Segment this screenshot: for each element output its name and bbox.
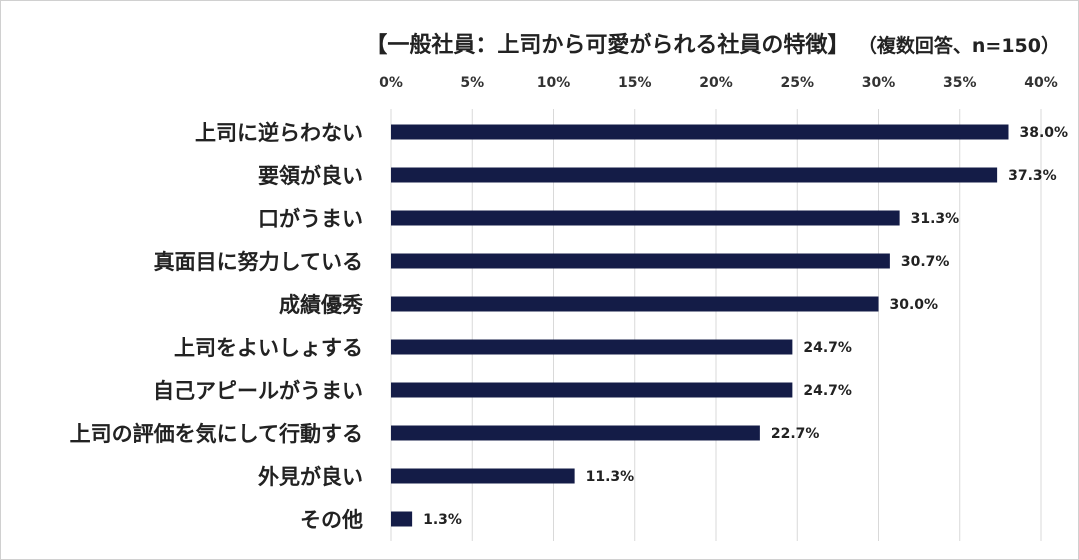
- value-label: 31.3%: [911, 211, 960, 227]
- category-label: 自己アピールがうまい: [153, 379, 363, 403]
- category-label: 上司をよいしょする: [174, 336, 363, 360]
- bar: [391, 210, 900, 226]
- value-label: 11.3%: [586, 469, 635, 485]
- value-labels: 38.0% 37.3% 31.3% 30.7% 30.0% 24.7% 24.7% 22.7%…: [423, 125, 1068, 528]
- bar: [391, 511, 413, 527]
- x-tick-label: 5%: [460, 75, 484, 91]
- bar: [391, 382, 793, 398]
- value-label: 1.3%: [423, 512, 462, 528]
- value-label: 30.0%: [890, 297, 939, 313]
- category-label: その他: [300, 508, 363, 532]
- value-label: 22.7%: [771, 426, 820, 442]
- value-label: 24.7%: [803, 340, 852, 356]
- x-tick-label: 40%: [1024, 75, 1058, 91]
- x-tick-label: 25%: [780, 75, 814, 91]
- x-tick-label: 15%: [618, 75, 652, 91]
- x-tick-label: 0%: [379, 75, 403, 91]
- category-label: 外見が良い: [258, 465, 363, 489]
- bar: [391, 468, 575, 484]
- category-label: 口がうまい: [258, 207, 363, 231]
- value-label: 30.7%: [901, 254, 950, 270]
- category-label: 上司に逆らわない: [195, 121, 363, 145]
- x-tick-label: 30%: [862, 75, 896, 91]
- bars: [391, 124, 1009, 527]
- value-label: 24.7%: [803, 383, 852, 399]
- chart-subtitle: （複数回答、n=150）: [867, 35, 1060, 57]
- category-label: 上司の評価を気にして行動する: [70, 422, 363, 446]
- category-label: 成績優秀: [279, 293, 363, 317]
- x-axis-ticks: 0% 5% 10% 15% 20% 25% 30% 35% 40%: [379, 75, 1058, 91]
- bar: [391, 124, 1009, 140]
- x-tick-label: 35%: [943, 75, 977, 91]
- chart-title-block: 【一般社員：上司から可愛がられる社員の特徴】 （複数回答、n=150）: [1, 27, 1078, 59]
- category-labels: 上司に逆らわない要領が良い口がうまい真面目に努力している成績優秀上司をよいしょす…: [70, 121, 363, 532]
- value-label: 37.3%: [1008, 168, 1057, 184]
- chart-title: 【一般社員：上司から可愛がられる社員の特徴】: [365, 33, 850, 58]
- x-tick-label: 10%: [537, 75, 571, 91]
- x-tick-label: 20%: [699, 75, 733, 91]
- bar: [391, 296, 879, 312]
- category-label: 真面目に努力している: [154, 250, 363, 274]
- category-label: 要領が良い: [258, 164, 363, 188]
- bar: [391, 253, 890, 269]
- bar: [391, 167, 998, 183]
- value-label: 38.0%: [1020, 125, 1069, 141]
- bar: [391, 425, 760, 441]
- bar: [391, 339, 793, 355]
